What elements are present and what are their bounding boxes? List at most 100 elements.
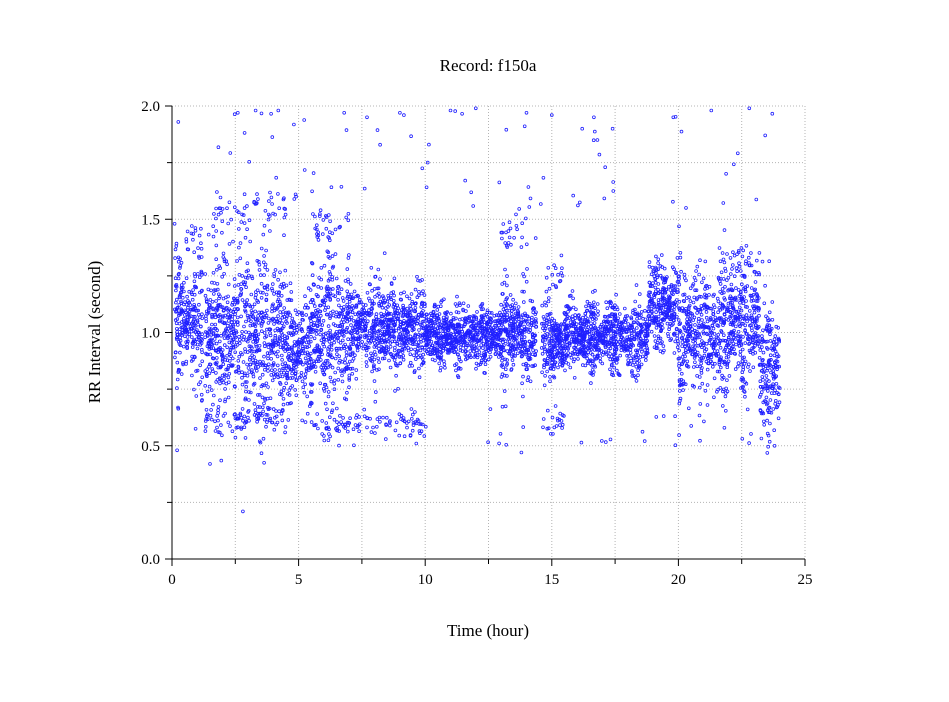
data-point [242,338,245,341]
data-point [406,295,409,298]
data-point [440,366,443,369]
data-point [274,369,277,372]
data-point [263,342,266,345]
data-point [294,375,297,378]
data-point [240,315,243,318]
data-point [618,313,621,316]
data-point [191,374,194,377]
data-point [321,420,324,423]
data-point [328,433,331,436]
data-point [255,369,258,372]
data-point [349,283,352,286]
data-point [333,382,336,385]
data-point [204,430,207,433]
data-point [705,311,708,314]
data-point [217,412,220,415]
data-point [393,359,396,362]
data-point [669,289,672,292]
data-point [250,293,253,296]
data-point [319,209,322,212]
data-point [654,286,657,289]
data-point [247,416,250,419]
data-point [342,300,345,303]
data-point [269,191,272,194]
data-point [285,284,288,287]
data-point [638,305,641,308]
data-point [597,310,600,313]
data-point [601,362,604,365]
data-point [210,289,213,292]
data-point [389,366,392,369]
data-point [260,452,263,455]
data-point [195,395,198,398]
data-point [478,347,481,350]
data-point [271,379,274,382]
data-point [222,297,225,300]
data-point [616,369,619,372]
data-point [462,302,465,305]
data-point [306,395,309,398]
data-point [267,370,270,373]
data-point [551,416,554,419]
x-tick-label: 10 [418,572,433,588]
data-point [215,217,218,220]
data-point [246,299,249,302]
data-point [261,373,264,376]
data-point [567,310,570,313]
data-point [378,347,381,350]
data-point [323,264,326,267]
data-point [400,292,403,295]
data-point [204,336,207,339]
data-point [217,409,220,412]
data-point [439,369,442,372]
data-point [253,303,256,306]
data-point [291,317,294,320]
data-point [573,376,576,379]
data-point [201,313,204,316]
data-point [273,293,276,296]
data-point [180,261,183,264]
data-point [541,371,544,374]
data-point [341,374,344,377]
data-point [329,376,332,379]
data-point [265,382,268,385]
data-point [347,212,350,215]
data-point [243,193,246,196]
data-point [655,326,658,329]
data-point [561,267,564,270]
data-point [504,242,507,245]
data-point [438,313,441,316]
data-point [200,227,203,230]
data-point [174,356,177,359]
data-point [373,380,376,383]
data-point [638,293,641,296]
data-point [319,382,322,385]
data-point [174,277,177,280]
data-point [243,325,246,328]
data-point [666,322,669,325]
data-point [335,311,338,314]
data-point [236,324,239,327]
data-point [398,344,401,347]
data-point [287,419,290,422]
data-point [247,367,250,370]
data-point [205,408,208,411]
data-point [409,353,412,356]
data-point [329,312,332,315]
data-point [322,319,325,322]
data-point [420,306,423,309]
data-point [502,223,505,226]
data-point [572,297,575,300]
data-point [554,267,557,270]
data-point [215,207,218,210]
data-point [340,288,343,291]
data-point [212,394,215,397]
data-point [523,290,526,293]
data-point [409,361,412,364]
data-point [338,292,341,295]
data-point [227,222,230,225]
data-point [331,276,334,279]
data-point [264,263,267,266]
data-point [214,430,217,433]
